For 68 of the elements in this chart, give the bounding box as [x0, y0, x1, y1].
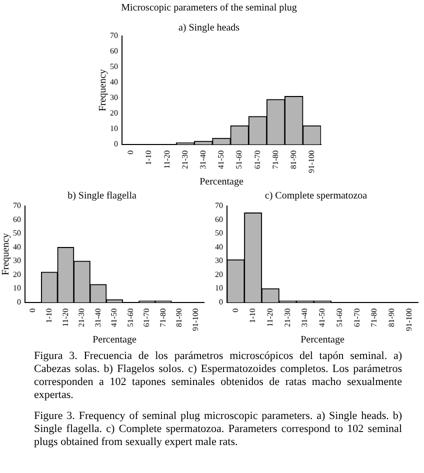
x-tick-label: 1-10 [248, 308, 258, 324]
y-tick-label: 50 [13, 228, 21, 238]
y-tick-label: 30 [215, 256, 223, 266]
x-tick-label: 21-30 [180, 150, 190, 170]
x-tick-label: 41-50 [110, 308, 119, 328]
x-axis-title: Percentage [200, 176, 244, 188]
x-tick-label: 31-40 [93, 308, 102, 328]
caption: Figure 3. Frequency of seminal plug microscopic parameters. a) Single heads. b) Single flagella. c) Complete spermatozoa. Parameters correspond to 102 seminal plugs obtained from sexually expert male rats. [34, 410, 402, 449]
text: Figura 3. Frecuencia de los parámetros microscópicos del tapón seminal. a) Cabezas solas. b) Flagelos solos. c) Espermatozoides completos. Los parámetros corresponden a 102 tapones seminales obtenidos de ratas macho sexualmente expertas. [34, 350, 402, 402]
x-tick-label: 11-20 [60, 308, 70, 327]
x-tick-label: 91-100 [190, 308, 200, 332]
x-tick-label: 71-80 [270, 150, 280, 170]
x-tick-label: 0 [126, 150, 136, 154]
x-tick-label: 1-10 [44, 308, 54, 324]
y-tick-label: 40 [215, 242, 223, 252]
x-tick-label: 0 [28, 308, 38, 312]
chart-subtitle: a) Single heads [178, 22, 240, 34]
x-tick-label: 0 [230, 308, 240, 312]
x-tick-label: 91-100 [307, 150, 316, 174]
x-tick-label: 81-90 [288, 150, 298, 170]
x-tick-label: 51-60 [334, 308, 344, 328]
y-tick-label: 30 [13, 256, 21, 266]
x-tick-label: 71-80 [370, 308, 379, 328]
x-tick-label: 11-20 [162, 150, 172, 169]
x-tick-label: 41-50 [318, 308, 327, 328]
y-tick-label: 0 [114, 139, 118, 148]
x-tick-label: 31-40 [198, 150, 208, 170]
y-tick-label: 20 [110, 108, 118, 118]
y-tick-label: 20 [215, 270, 223, 279]
y-tick-label: 40 [110, 78, 118, 87]
x-axis-title: Percentage [92, 334, 137, 346]
x-tick-label: 21-30 [77, 308, 86, 328]
x-tick-label: 31-40 [300, 308, 310, 328]
x-axis-title: Percentage [300, 334, 345, 346]
x-tick-label: 61-70 [252, 150, 262, 170]
x-tick-label: 61-70 [142, 308, 152, 328]
y-tick-label: 20 [13, 270, 21, 279]
x-tick-label: 71-80 [158, 308, 168, 328]
y-tick-label: 0 [17, 297, 21, 306]
x-tick-label: 81-90 [387, 308, 396, 328]
y-axis-title: Frequency [0, 233, 12, 276]
x-tick-label: 11-20 [266, 308, 275, 327]
x-tick-label: 51-60 [234, 150, 244, 170]
y-tick-label: 10 [215, 284, 223, 293]
y-tick-label: 60 [215, 214, 223, 224]
y-tick-label: 60 [13, 214, 21, 224]
x-tick-label: 81-90 [174, 308, 184, 328]
y-tick-label: 70 [13, 201, 21, 210]
y-tick-label: 60 [110, 46, 118, 56]
y-tick-label: 50 [215, 228, 223, 238]
y-tick-label: 30 [110, 93, 118, 102]
x-tick-label: 41-50 [216, 150, 226, 170]
x-tick-label: 1-10 [144, 150, 154, 166]
chart-title: b) Single flagella [68, 190, 137, 202]
x-tick-label: 21-30 [282, 308, 292, 328]
y-tick-label: 10 [13, 284, 21, 293]
x-tick-label: 51-60 [126, 308, 135, 328]
x-tick-label: 91-100 [404, 308, 414, 332]
y-axis-title: Frequency [98, 69, 109, 112]
y-tick-label: 40 [13, 242, 21, 252]
x-tick-label: 61-70 [352, 308, 362, 328]
y-tick-label: 70 [110, 31, 118, 40]
y-tick-label: 50 [110, 62, 118, 72]
y-tick-label: 10 [110, 124, 118, 133]
chart-title: Microscopic parameters of the seminal plug [121, 2, 297, 14]
y-tick-label: 70 [215, 201, 223, 210]
chart-title: c) Complete spermatozoa [264, 190, 368, 202]
y-tick-label: 0 [219, 297, 223, 306]
